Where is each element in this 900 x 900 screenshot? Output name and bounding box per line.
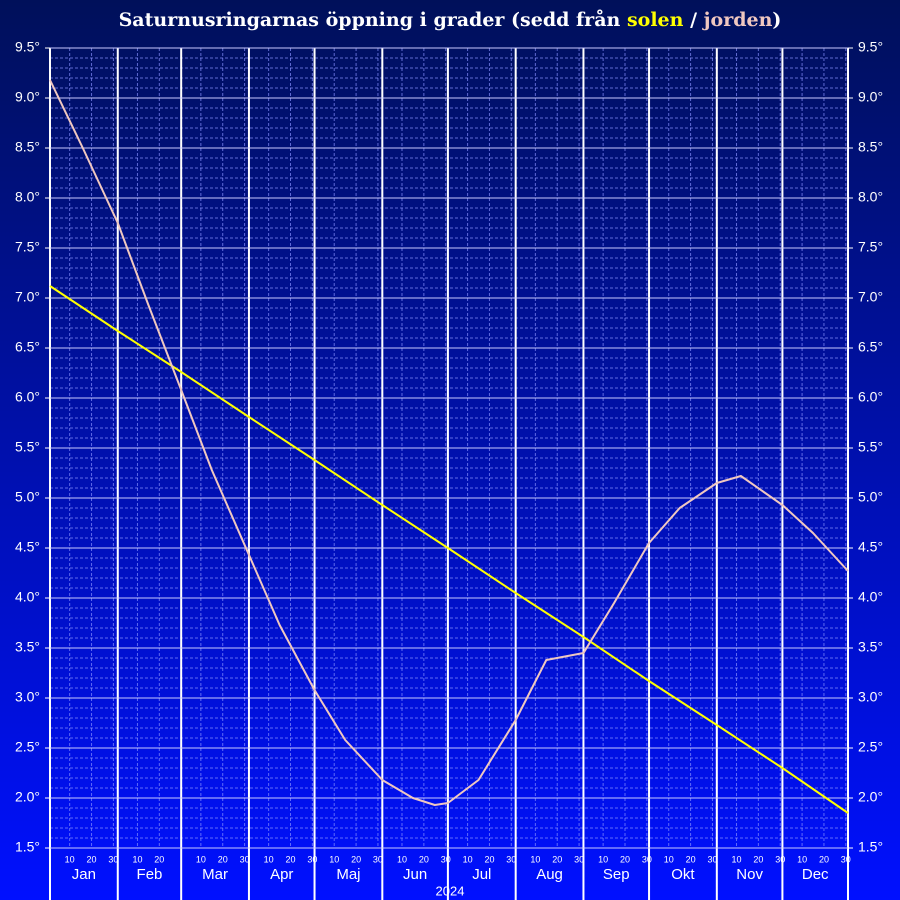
day-tick-label: 30 xyxy=(841,854,851,864)
y-tick-label: 4.0° xyxy=(15,589,40,605)
day-tick-label: 10 xyxy=(598,854,608,864)
y-tick-label: 6.5° xyxy=(15,339,40,355)
day-tick-label: 30 xyxy=(373,854,383,864)
x-tick-label: Feb xyxy=(137,866,163,883)
day-tick-label: 20 xyxy=(351,854,361,864)
y-tick-label: 2.0° xyxy=(15,789,40,805)
x-tick-label: Aug xyxy=(536,866,563,883)
day-tick-label: 10 xyxy=(664,854,674,864)
day-tick-label: 30 xyxy=(108,854,118,864)
day-tick-label: 20 xyxy=(285,854,295,864)
x-tick-label: Jun xyxy=(403,866,427,883)
day-tick-label: 30 xyxy=(707,854,717,864)
day-tick-label: 10 xyxy=(264,854,274,864)
y-tick-label: 2.5° xyxy=(15,739,40,755)
x-tick-label: Okt xyxy=(671,866,695,883)
y-tick-label: 7.0° xyxy=(15,289,40,305)
y2-tick-label: 8.5° xyxy=(858,139,883,155)
x-tick-label: Jul xyxy=(472,866,491,883)
y2-tick-label: 5.5° xyxy=(858,439,883,455)
chart-title: Saturnusringarnas öppning i grader (sedd… xyxy=(119,8,782,31)
day-tick-label: 20 xyxy=(154,854,164,864)
day-tick-label: 10 xyxy=(196,854,206,864)
y2-tick-label: 4.5° xyxy=(858,539,883,555)
day-tick-label: 10 xyxy=(463,854,473,864)
day-tick-label: 20 xyxy=(753,854,763,864)
legend-entry: jorden xyxy=(702,9,773,31)
day-tick-label: 20 xyxy=(484,854,494,864)
day-tick-label: 20 xyxy=(419,854,429,864)
x-tick-label: Nov xyxy=(736,866,763,883)
y-tick-label: 5.5° xyxy=(15,439,40,455)
y2-tick-label: 5.0° xyxy=(858,489,883,505)
y-tick-label: 9.0° xyxy=(15,89,40,105)
title-text: Saturnusringarnas öppning i grader (sedd… xyxy=(119,8,621,31)
y-tick-label: 8.0° xyxy=(15,189,40,205)
day-tick-label: 30 xyxy=(506,854,516,864)
day-tick-label: 20 xyxy=(218,854,228,864)
title-separator: / xyxy=(690,9,697,31)
y2-tick-label: 3.0° xyxy=(858,689,883,705)
y2-tick-label: 2.5° xyxy=(858,739,883,755)
y2-tick-label: 3.5° xyxy=(858,639,883,655)
day-tick-label: 20 xyxy=(552,854,562,864)
y-tick-label: 8.5° xyxy=(15,139,40,155)
day-tick-label: 20 xyxy=(819,854,829,864)
y2-tick-label: 4.0° xyxy=(858,589,883,605)
day-tick-label: 30 xyxy=(240,854,250,864)
y-tick-label: 3.0° xyxy=(15,689,40,705)
day-tick-label: 10 xyxy=(530,854,540,864)
series-line xyxy=(49,285,849,814)
y-tick-label: 1.5° xyxy=(15,839,40,855)
x-tick-label: Maj xyxy=(336,866,360,883)
day-tick-label: 30 xyxy=(441,854,451,864)
y-tick-label: 7.5° xyxy=(15,239,40,255)
y2-tick-label: 2.0° xyxy=(858,789,883,805)
y-tick-label: 6.0° xyxy=(15,389,40,405)
series-line xyxy=(49,79,849,806)
y2-tick-label: 6.5° xyxy=(858,339,883,355)
y2-tick-label: 7.0° xyxy=(858,289,883,305)
day-tick-label: 30 xyxy=(574,854,584,864)
y-tick-label: 3.5° xyxy=(15,639,40,655)
x-tick-label: Jan xyxy=(72,866,96,883)
day-tick-label: 20 xyxy=(87,854,97,864)
y2-tick-label: 7.5° xyxy=(858,239,883,255)
day-tick-label: 10 xyxy=(329,854,339,864)
day-tick-label: 10 xyxy=(65,854,75,864)
day-tick-label: 10 xyxy=(731,854,741,864)
y2-tick-label: 9.5° xyxy=(858,39,883,55)
day-tick-label: 10 xyxy=(797,854,807,864)
y2-tick-label: 9.0° xyxy=(858,89,883,105)
y-tick-label: 9.5° xyxy=(15,39,40,55)
y-tick-label: 5.0° xyxy=(15,489,40,505)
legend-entry: solen xyxy=(627,9,684,31)
x-tick-label: Sep xyxy=(603,866,630,883)
x-tick-label: Apr xyxy=(270,866,293,883)
x-axis-label: 2024 xyxy=(436,883,465,898)
y2-tick-label: 6.0° xyxy=(858,389,883,405)
day-tick-label: 30 xyxy=(307,854,317,864)
x-tick-label: Dec xyxy=(802,866,829,883)
day-tick-label: 20 xyxy=(686,854,696,864)
day-tick-label: 10 xyxy=(397,854,407,864)
day-tick-label: 30 xyxy=(775,854,785,864)
y2-tick-label: 1.5° xyxy=(858,839,883,855)
x-tick-label: Mar xyxy=(202,866,228,883)
title-close: ) xyxy=(772,9,781,31)
y2-tick-label: 8.0° xyxy=(858,189,883,205)
day-tick-label: 10 xyxy=(132,854,142,864)
y-tick-label: 4.5° xyxy=(15,539,40,555)
day-tick-label: 30 xyxy=(642,854,652,864)
day-tick-label: 20 xyxy=(620,854,630,864)
